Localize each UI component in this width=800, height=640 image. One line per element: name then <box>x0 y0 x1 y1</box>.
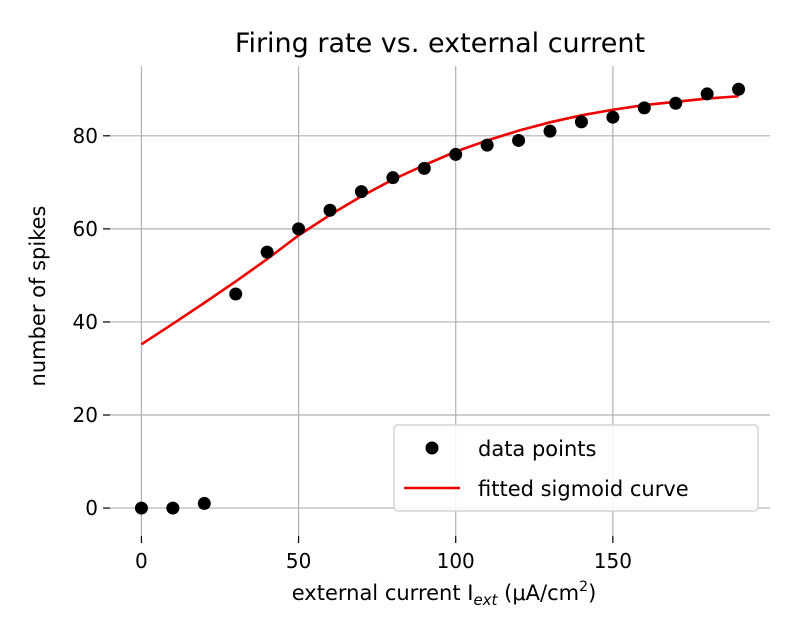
data-point <box>166 501 180 515</box>
data-point <box>229 287 243 301</box>
data-point <box>134 501 148 515</box>
data-point <box>386 171 400 185</box>
data-point <box>417 161 431 175</box>
x-axis-label-units: (μA/cm <box>497 581 579 605</box>
data-point <box>292 222 306 236</box>
data-point <box>480 138 494 152</box>
fitted-curve-line <box>140 94 739 346</box>
y-tick-label: 40 <box>73 310 98 334</box>
legend-label-data-points: data points <box>478 437 596 461</box>
legend-box <box>393 424 759 512</box>
data-point <box>606 110 620 124</box>
data-point <box>354 185 368 199</box>
y-tick-label: 80 <box>73 124 98 148</box>
axis-ticks: 0 50 100 150 0 20 40 60 80 <box>73 124 632 573</box>
x-axis-label: external current Iext (μA/cm2) <box>292 579 597 609</box>
y-tick-label: 0 <box>85 496 98 520</box>
legend-marker-data-points <box>425 441 439 455</box>
series <box>134 82 746 515</box>
chart-title: Firing rate vs. external current <box>235 28 645 59</box>
data-point <box>512 133 526 147</box>
data-point <box>543 124 557 138</box>
x-axis-label-subscript: ext <box>473 591 498 609</box>
x-axis-label-units-sup: 2 <box>579 579 588 595</box>
x-tick-label: 0 <box>135 549 148 573</box>
data-point <box>449 147 463 161</box>
data-point <box>197 496 211 510</box>
data-point <box>574 115 588 129</box>
data-point <box>732 82 746 96</box>
y-tick-label: 60 <box>73 217 98 241</box>
data-point <box>669 96 683 110</box>
y-tick-label: 20 <box>73 403 98 427</box>
y-axis-label: number of spikes <box>26 206 50 387</box>
data-point <box>637 101 651 115</box>
x-axis-label-units-end: ) <box>588 581 596 605</box>
legend: data points fitted sigmoid curve <box>393 424 759 512</box>
legend-label-fitted-curve: fitted sigmoid curve <box>478 477 689 501</box>
data-point <box>260 245 274 259</box>
x-tick-label: 50 <box>286 549 311 573</box>
x-axis-label-main: external current I <box>292 581 474 605</box>
x-tick-label: 150 <box>594 549 632 573</box>
x-tick-label: 100 <box>437 549 475 573</box>
data-point <box>700 87 714 101</box>
data-point <box>323 203 337 217</box>
